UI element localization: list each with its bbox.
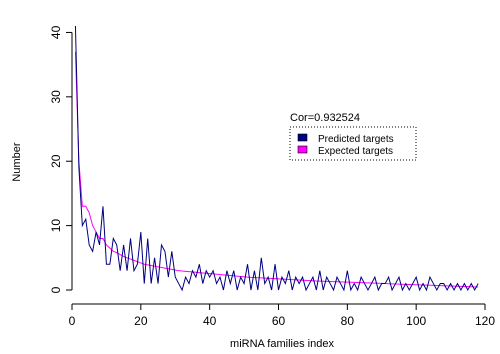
legend-swatch-expected: [297, 145, 308, 154]
legend-label-expected: Expected targets: [318, 146, 393, 157]
legend: Predicted targets Expected targets: [289, 126, 417, 161]
legend-box: [289, 126, 417, 161]
x-tick-label: 80: [341, 314, 355, 328]
x-axis-title: miRNA families index: [230, 338, 334, 350]
y-tick-label: 10: [49, 219, 63, 233]
y-tick-label: 0: [49, 286, 63, 293]
y-tick-label: 30: [49, 90, 63, 104]
series-line-1: [74, 51, 479, 288]
x-tick-label: 60: [272, 314, 286, 328]
x-tick-label: 20: [134, 314, 148, 328]
x-tick-label: 100: [406, 314, 426, 328]
x-tick-label: 120: [475, 314, 495, 328]
legend-swatch-predicted: [297, 133, 308, 142]
plot-lines: [74, 25, 479, 292]
y-axis: 0 10 20 30 40: [49, 25, 73, 293]
x-axis: 0 20 40 60 80 100 120: [69, 303, 495, 328]
y-tick-label: 40: [49, 25, 63, 39]
y-tick-label: 20: [49, 154, 63, 168]
x-tick-label: 40: [203, 314, 217, 328]
y-axis-title: Number: [11, 142, 23, 181]
series-line-0: [74, 25, 479, 292]
x-tick-label: 0: [69, 314, 76, 328]
legend-label-predicted: Predicted targets: [318, 134, 394, 145]
correlation-annotation: Cor=0.932524: [290, 112, 360, 124]
